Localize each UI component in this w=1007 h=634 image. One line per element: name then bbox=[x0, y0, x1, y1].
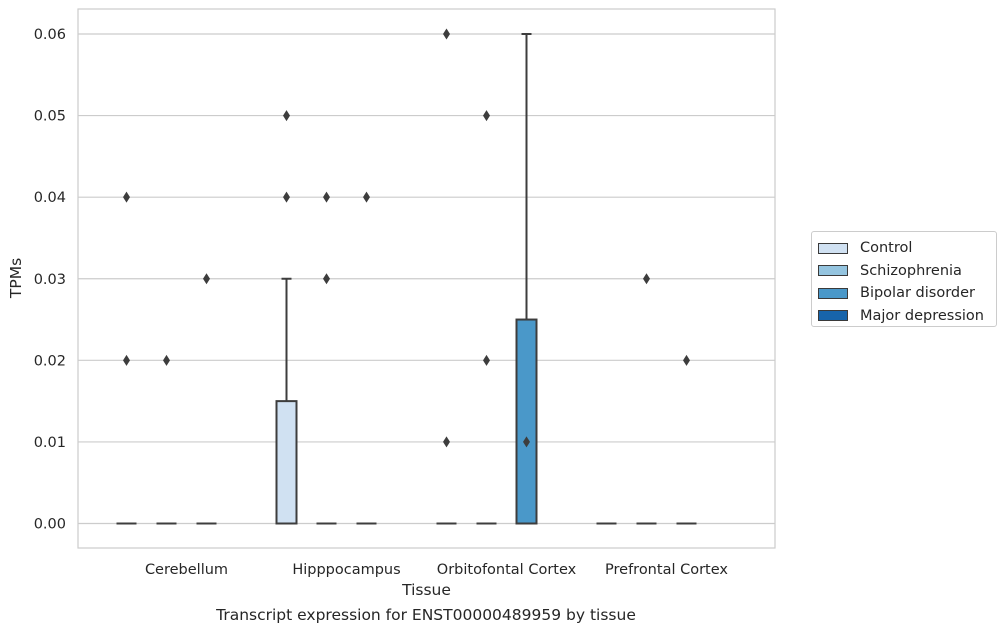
legend-label: Control bbox=[860, 240, 913, 257]
plot-frame bbox=[77, 8, 776, 549]
boxes bbox=[116, 28, 697, 525]
box-bipolar-disorder bbox=[196, 273, 217, 525]
box-schizophrenia bbox=[476, 110, 497, 525]
x-tick-label: Hipppocampus bbox=[292, 562, 400, 578]
legend-swatch bbox=[818, 242, 848, 254]
legend-item: Control bbox=[818, 237, 996, 260]
box-bipolar-disorder bbox=[676, 354, 697, 525]
y-tick-labels: 0.00 0.01 0.02 0.03 0.04 0.05 0.06 bbox=[34, 27, 66, 533]
outlier-point bbox=[643, 273, 650, 285]
x-tick-label: Orbitofontal Cortex bbox=[437, 562, 577, 578]
y-tick-label: 0.03 bbox=[34, 272, 66, 288]
box-schizophrenia bbox=[316, 191, 337, 525]
outlier-point bbox=[523, 436, 530, 448]
legend-label: Schizophrenia bbox=[860, 262, 962, 279]
outlier-point bbox=[283, 110, 290, 122]
box-schizophrenia bbox=[636, 273, 657, 525]
box-control bbox=[275, 110, 298, 525]
outlier-point bbox=[123, 191, 130, 203]
y-axis-label: TPMs bbox=[7, 258, 25, 299]
box bbox=[275, 400, 298, 525]
y-tick-label: 0.01 bbox=[34, 435, 66, 451]
x-axis-label: Tissue bbox=[401, 581, 451, 599]
box-control bbox=[436, 28, 457, 525]
outlier-point bbox=[363, 191, 370, 203]
y-tick-label: 0.06 bbox=[34, 27, 66, 43]
outlier-point bbox=[123, 354, 130, 366]
x-tick-labels: Cerebellum Hipppocampus Orbitofontal Corte… bbox=[145, 562, 728, 578]
outlier-point bbox=[323, 191, 330, 203]
box bbox=[515, 318, 538, 525]
outlier-point bbox=[483, 110, 490, 122]
legend: Control Schizophrenia Bipolar disorder Majo… bbox=[811, 231, 997, 327]
y-tick-label: 0.04 bbox=[34, 190, 66, 206]
y-tick-label: 0.02 bbox=[34, 353, 66, 369]
legend-swatch bbox=[818, 287, 848, 299]
outlier-point bbox=[443, 28, 450, 40]
box-control bbox=[116, 191, 137, 525]
x-tick-label: Cerebellum bbox=[145, 562, 228, 578]
x-tick-label: Prefrontal Cortex bbox=[605, 562, 728, 578]
legend-item: Major depression bbox=[818, 305, 996, 328]
outlier-point bbox=[163, 354, 170, 366]
outlier-point bbox=[203, 273, 210, 285]
legend-swatch bbox=[818, 310, 848, 322]
y-tick-label: 0.00 bbox=[34, 517, 66, 533]
legend-item: Schizophrenia bbox=[818, 260, 996, 283]
box-bipolar-disorder bbox=[356, 191, 377, 525]
box-bipolar-disorder bbox=[515, 33, 538, 525]
box-schizophrenia bbox=[156, 354, 177, 525]
gridlines bbox=[78, 33, 775, 525]
y-tick-label: 0.05 bbox=[34, 109, 66, 125]
outlier-point bbox=[283, 191, 290, 203]
legend-item: Bipolar disorder bbox=[818, 282, 996, 305]
legend-label: Major depression bbox=[860, 307, 984, 324]
legend-label: Bipolar disorder bbox=[860, 285, 975, 302]
outlier-point bbox=[483, 354, 490, 366]
chart-caption: Transcript expression for ENST0000048995… bbox=[216, 606, 636, 624]
outlier-point bbox=[323, 273, 330, 285]
outlier-point bbox=[443, 436, 450, 448]
outlier-point bbox=[683, 354, 690, 366]
legend-swatch bbox=[818, 265, 848, 277]
